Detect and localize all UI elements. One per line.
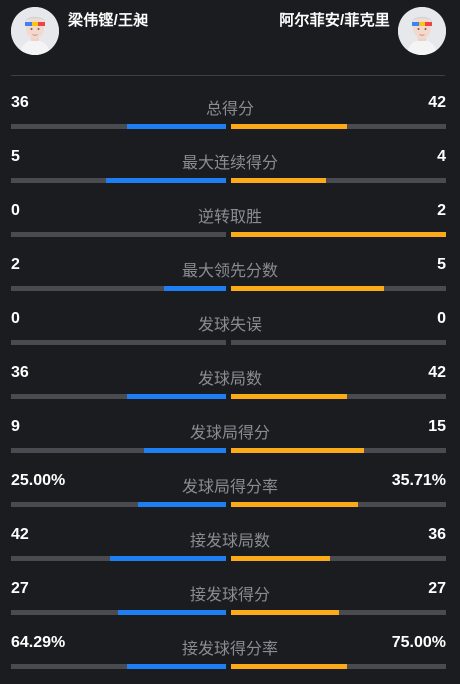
- stats-list: 36 总得分 42 5 最大连续得分 4 0 逆转取胜 2 2 最大领先分数 5 0 发球失误 0 36 发球局…: [0, 90, 460, 684]
- stat-bar-right-track: [231, 556, 446, 561]
- stat-row: 25.00% 发球局得分率 35.71%: [0, 468, 460, 522]
- stat-row: 36 发球局数 42: [0, 360, 460, 414]
- stat-left-value: 0: [11, 310, 20, 327]
- stat-right-value: 15: [428, 418, 446, 435]
- stat-bar-right-track: [231, 124, 446, 129]
- stat-left-value: 36: [11, 364, 29, 381]
- stat-right-value: 5: [437, 256, 446, 273]
- stat-bar-left-track: [11, 340, 226, 345]
- stat-left-value: 64.29%: [11, 634, 66, 651]
- stat-left-value: 0: [11, 202, 20, 219]
- stat-bar-left-track: [11, 286, 226, 291]
- player-avatar-right[interactable]: [398, 7, 446, 55]
- stat-bar-right-track: [231, 178, 446, 183]
- stat-bar-right-track: [231, 286, 446, 291]
- stat-row: 2 最大领先分数 5: [0, 252, 460, 306]
- stat-left-value: 9: [11, 418, 20, 435]
- stat-bar-left-fill: [164, 286, 226, 291]
- team-name-right[interactable]: 阿尔菲安/菲克里: [279, 12, 390, 29]
- stat-right-value: 4: [437, 148, 446, 165]
- stat-bar-left-fill: [106, 178, 226, 183]
- stat-bar-left-fill: [127, 394, 226, 399]
- stat-bar-left-fill: [144, 448, 226, 453]
- stat-right-value: 27: [428, 580, 446, 597]
- stat-bar-left-track: [11, 124, 226, 129]
- stat-bar-right-fill: [231, 664, 347, 669]
- stat-left-value: 25.00%: [11, 472, 66, 489]
- stat-right-value: 35.71%: [391, 472, 446, 489]
- header-divider: [11, 75, 445, 76]
- player-avatar-icon: [398, 7, 446, 55]
- stat-bar-left-track: [11, 664, 226, 669]
- stat-label: 接发球得分率: [181, 641, 278, 658]
- stat-right-value: 2: [437, 202, 446, 219]
- stat-bar-right-track: [231, 502, 446, 507]
- stat-bar-right-fill: [231, 232, 446, 237]
- stat-row: 42 接发球局数 36: [0, 522, 460, 576]
- player-avatar-left[interactable]: [11, 7, 59, 55]
- stat-label: 总得分: [205, 101, 254, 118]
- stat-bar-right-fill: [231, 178, 326, 183]
- stat-bar-left-fill: [110, 556, 226, 561]
- stat-row: 36 总得分 42: [0, 90, 460, 144]
- stat-bar-left-track: [11, 502, 226, 507]
- stat-row: 0 发球失误 0: [0, 306, 460, 360]
- stat-bar-right-track: [231, 232, 446, 237]
- stat-bar-right-fill: [231, 610, 339, 615]
- stat-bar-right-fill: [231, 502, 358, 507]
- stat-left-value: 42: [11, 526, 29, 543]
- stat-bar-right-track: [231, 340, 446, 345]
- stat-label: 发球局得分率: [181, 479, 278, 496]
- stat-label: 最大连续得分: [181, 155, 278, 172]
- stat-bar-left-track: [11, 448, 226, 453]
- stat-bar-left-fill: [127, 124, 226, 129]
- stat-left-value: 27: [11, 580, 29, 597]
- stat-right-value: 42: [428, 364, 446, 381]
- stat-row: 27 接发球得分 27: [0, 576, 460, 630]
- stat-bar-left-fill: [138, 502, 226, 507]
- stat-bar-left-fill: [118, 610, 226, 615]
- stat-bar-right-fill: [231, 286, 384, 291]
- stat-label: 发球局数: [197, 371, 262, 388]
- stat-bar-left-track: [11, 178, 226, 183]
- stat-row: 0 逆转取胜 2: [0, 198, 460, 252]
- stat-right-value: 36: [428, 526, 446, 543]
- stat-row: 9 发球局得分 15: [0, 414, 460, 468]
- stat-right-value: 75.00%: [391, 634, 446, 651]
- stat-bar-right-fill: [231, 556, 330, 561]
- stat-bar-right-fill: [231, 394, 347, 399]
- stat-bar-right-fill: [231, 124, 347, 129]
- stat-bar-right-track: [231, 664, 446, 669]
- stat-left-value: 5: [11, 148, 20, 165]
- stat-bar-left-track: [11, 556, 226, 561]
- stat-bar-left-track: [11, 394, 226, 399]
- stat-bar-right-fill: [231, 448, 364, 453]
- stat-row: 5 最大连续得分 4: [0, 144, 460, 198]
- team-name-left[interactable]: 梁伟铿/王昶: [68, 12, 149, 29]
- stat-label: 发球失误: [197, 317, 262, 334]
- stat-label: 逆转取胜: [197, 209, 262, 226]
- stat-row: 64.29% 接发球得分率 75.00%: [0, 630, 460, 684]
- stat-right-value: 42: [428, 94, 446, 111]
- stat-label: 接发球得分: [189, 587, 270, 604]
- player-avatar-icon: [11, 7, 59, 55]
- stat-label: 发球局得分: [189, 425, 270, 442]
- match-header: 梁伟铿/王昶 阿尔菲安/菲克里: [0, 0, 460, 75]
- stat-bar-right-track: [231, 610, 446, 615]
- stat-label: 最大领先分数: [181, 263, 278, 280]
- stat-bar-right-track: [231, 394, 446, 399]
- stat-bar-left-track: [11, 232, 226, 237]
- stat-bar-left-track: [11, 610, 226, 615]
- stat-left-value: 36: [11, 94, 29, 111]
- stat-right-value: 0: [437, 310, 446, 327]
- stat-bar-right-track: [231, 448, 446, 453]
- stat-label: 接发球局数: [189, 533, 270, 550]
- stat-bar-left-fill: [127, 664, 226, 669]
- stat-left-value: 2: [11, 256, 20, 273]
